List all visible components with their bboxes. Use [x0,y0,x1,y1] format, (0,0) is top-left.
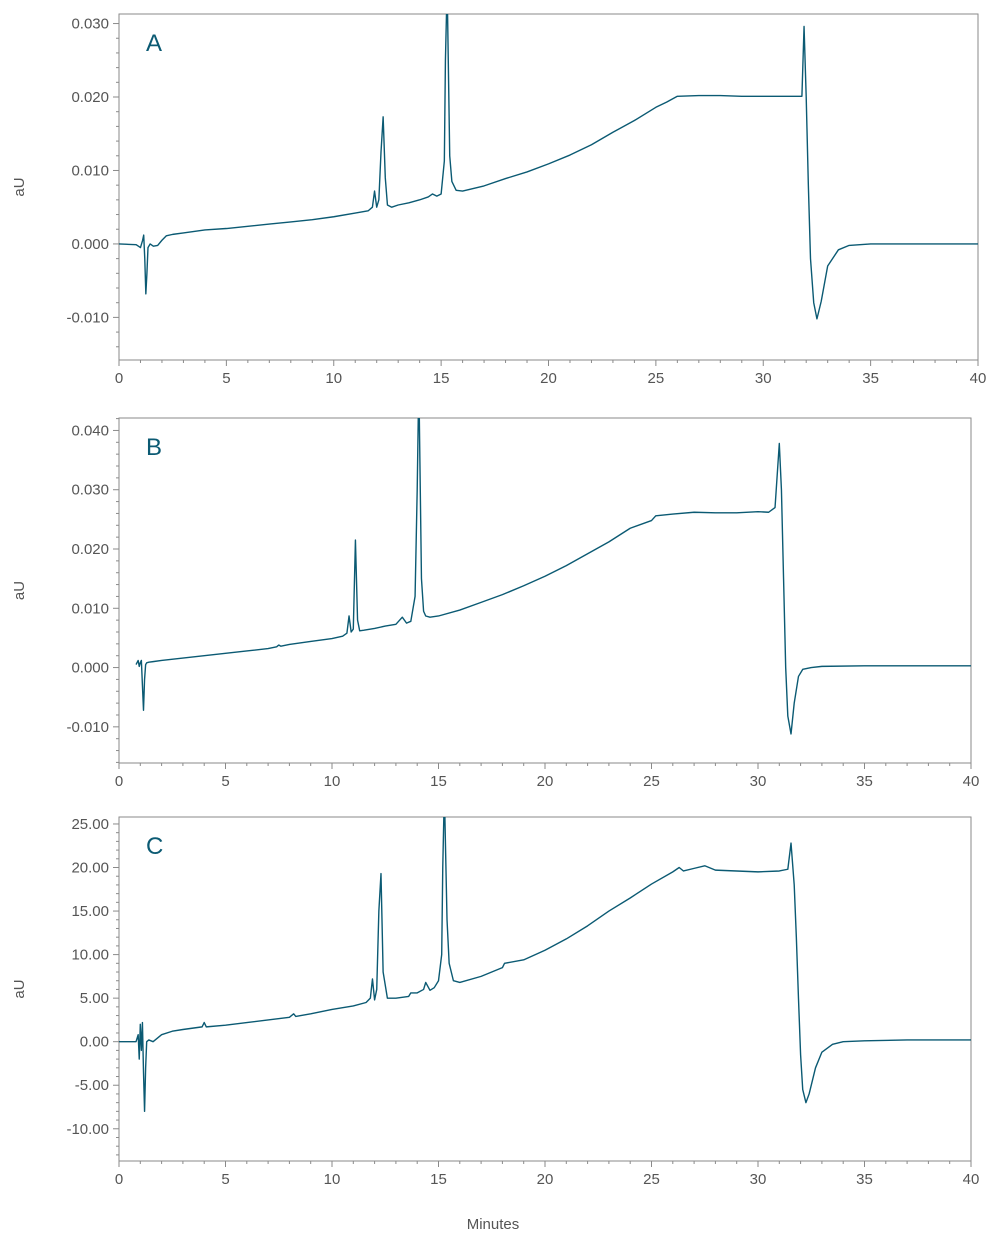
y-tick-label: 0.000 [71,236,109,253]
y-tick-label: -5.00 [75,1077,109,1094]
x-tick-label: 20 [537,1171,554,1188]
x-tick-label: 25 [648,370,665,387]
plot-frame [118,417,972,764]
y-tick-label: 0.040 [71,422,109,439]
panel-label: B [146,434,162,461]
x-tick-label: 40 [970,370,986,387]
y-tick-label: 0.010 [71,162,109,179]
x-tick-label: 40 [963,773,980,790]
x-tick-label: 0 [115,773,123,790]
x-tick-label: 35 [856,773,873,790]
y-axis-title: aU [11,979,28,998]
x-tick-label: 15 [430,1171,447,1188]
x-tick-label: 0 [115,1171,123,1188]
y-tick-label: 20.00 [71,860,109,877]
x-axis-title-holder: Minutes [0,1216,986,1234]
y-tick-label: 0.020 [71,89,109,106]
x-tick-label: 35 [856,1171,873,1188]
x-tick-label: 15 [430,773,447,790]
x-tick-label: 5 [221,1171,229,1188]
x-tick-label: 15 [433,370,450,387]
y-tick-label: 10.00 [71,947,109,964]
chromatogram-trace [135,418,971,735]
x-tick-label: 10 [324,773,341,790]
x-tick-label: 25 [643,773,660,790]
chromatogram-trace [119,817,971,1113]
y-tick-label: 15.00 [71,903,109,920]
panel-label: C [146,833,163,860]
y-tick-label: 0.030 [71,482,109,499]
x-tick-label: 10 [325,370,342,387]
plot-frame [118,13,979,361]
x-tick-label: 30 [750,773,767,790]
y-tick-label: 0.000 [71,660,109,677]
y-tick-label: 5.00 [80,990,109,1007]
plot-frame [118,816,972,1162]
y-tick-label: 0.020 [71,541,109,558]
x-tick-label: 10 [324,1171,341,1188]
x-axis-title: Minutes [466,1216,520,1233]
panel-c: 0 5 10 15 20 25 30 35 40 25.00 20.00 15.00 10.00 5.00… [11,816,979,1188]
panel-a: 0 5 10 15 20 25 30 35 40 0.030 0.020 0.010 0.000 -0.0… [11,13,986,387]
x-tick-label: 35 [862,370,879,387]
x-tick-label: 5 [222,370,230,387]
x-tick-label: 30 [750,1171,767,1188]
y-tick-label: 0.010 [71,600,109,617]
chromatogram-trace [119,14,978,320]
y-tick-label: -10.00 [66,1121,109,1138]
x-tick-label: 30 [755,370,772,387]
y-axis-title: aU [11,177,28,196]
panel-label: A [146,30,162,57]
y-tick-label: -0.010 [66,719,109,736]
y-tick-label: -0.010 [66,309,109,326]
y-tick-label: 25.00 [71,816,109,833]
x-tick-label: 40 [963,1171,980,1188]
y-tick-label: 0.030 [71,16,109,33]
y-tick-label: 0.00 [80,1034,109,1051]
x-tick-label: 20 [540,370,557,387]
x-tick-label: 0 [115,370,123,387]
panel-b: 0 5 10 15 20 25 30 35 40 0.040 0.030 0.020 0.010 0.00… [11,417,980,790]
x-tick-label: 25 [643,1171,660,1188]
y-axis-title: aU [11,581,28,600]
x-tick-label: 5 [221,773,229,790]
x-tick-label: 20 [537,773,554,790]
